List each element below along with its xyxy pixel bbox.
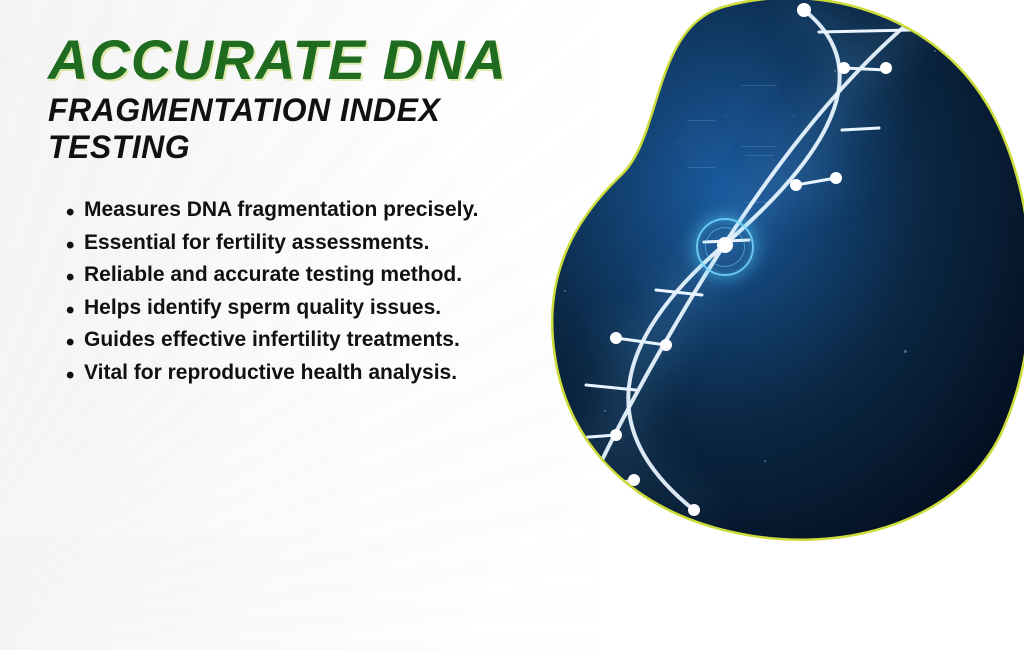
particle-dot xyxy=(834,70,836,72)
title-sub: FRAGMENTATION INDEX TESTING xyxy=(48,92,512,166)
bullet-item: Guides effective infertility treatments. xyxy=(66,324,512,357)
bullet-item: Essential for fertility assessments. xyxy=(66,227,512,260)
text-content: ACCURATE DNA FRAGMENTATION INDEX TESTING… xyxy=(0,0,560,421)
bullet-item: Measures DNA fragmentation precisely. xyxy=(66,194,512,227)
particle-dot xyxy=(564,290,566,292)
particle-dot xyxy=(764,460,766,462)
bullet-item: Reliable and accurate testing method. xyxy=(66,259,512,292)
title-main: ACCURATE DNA xyxy=(48,32,512,88)
dna-illustration-blob xyxy=(514,0,1024,550)
particle-dot xyxy=(934,50,936,52)
particle-dot xyxy=(604,410,606,412)
bullet-item: Helps identify sperm quality issues. xyxy=(66,292,512,325)
particle-dot xyxy=(904,350,907,353)
bullet-list: Measures DNA fragmentation precisely. Es… xyxy=(48,194,512,389)
focus-ring-icon xyxy=(696,218,754,276)
bullet-item: Vital for reproductive health analysis. xyxy=(66,357,512,390)
